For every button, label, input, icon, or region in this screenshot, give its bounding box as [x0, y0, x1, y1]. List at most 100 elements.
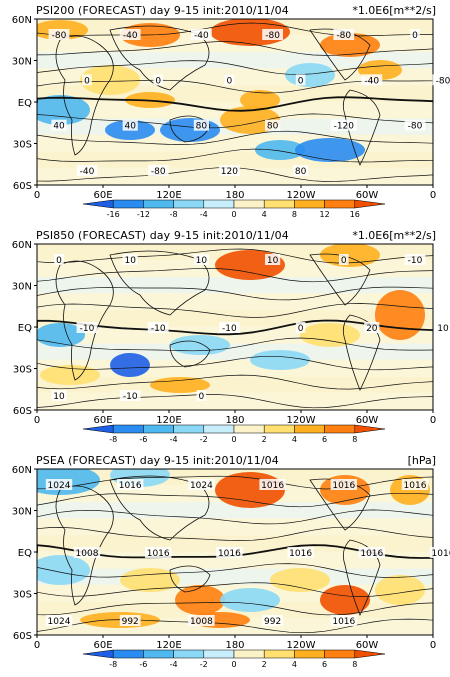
colorbar-segment [294, 649, 325, 659]
x-tick-label: 60E [93, 415, 112, 426]
background-band [37, 310, 433, 327]
coastline [169, 115, 211, 143]
chart-units: [hPa] [407, 454, 436, 467]
contour-label: 0 [84, 76, 90, 86]
contour-label-bg [219, 322, 240, 333]
x-tick-label: 180 [225, 415, 244, 426]
colorbar-label: 8 [292, 210, 297, 219]
contour-label: 10 [124, 256, 136, 266]
x-tick-label: 0 [430, 415, 436, 426]
x-tick-label: 120W [287, 640, 316, 651]
colorbar-label: -8 [109, 660, 117, 669]
colorbar-segment [354, 424, 386, 434]
contour-label: -40 [364, 76, 379, 86]
colorbar-label: 6 [322, 660, 327, 669]
colorbar-label: 2 [262, 660, 267, 669]
colorbar-label: -8 [170, 210, 178, 219]
contour-label: -10 [80, 324, 95, 334]
colorbar-segment [82, 649, 114, 659]
contour-label: -40 [80, 167, 95, 177]
chart-units: *1.0E6[m**2/s] [352, 4, 436, 17]
contour-label: 1024 [48, 617, 71, 627]
colorbar-segment [173, 199, 205, 209]
contour-label: -80 [151, 167, 166, 177]
y-tick-label: 60S [13, 181, 32, 192]
anomaly-blob [240, 90, 280, 110]
colorbar-segment [143, 424, 174, 434]
contour-label-bg [117, 479, 144, 490]
anomaly-blob [320, 244, 380, 267]
contour-label-bg [145, 547, 172, 558]
colorbar-label: -4 [170, 660, 178, 669]
contour-label: 0 [155, 76, 161, 86]
contour-label-bg [287, 547, 314, 558]
contour-label: 1016 [289, 549, 312, 559]
colorbar-segment [294, 199, 325, 209]
contour-label-bg [191, 29, 212, 40]
coastline [169, 340, 211, 368]
colorbar-segment [112, 424, 144, 434]
colorbar-label: 16 [350, 210, 360, 219]
contour-label-bg [119, 29, 141, 40]
contour-label: 1016 [332, 481, 355, 491]
contour-label-bg [339, 254, 349, 265]
colorbar-label: -16 [107, 210, 120, 219]
contour-label-bg [54, 254, 64, 265]
colorbar-segment [233, 199, 265, 209]
contour-label: -80 [336, 31, 351, 41]
contour-label-bg [216, 547, 243, 558]
contour-label-bg [73, 547, 101, 558]
contour-label-bg [193, 254, 209, 265]
contour-label-bg [404, 254, 426, 265]
panel-psi850: PSI850 (FORECAST) day 9-15 init:2010/11/… [0, 225, 450, 450]
contour-label-bg [51, 390, 67, 401]
contour-label: 1016 [332, 617, 355, 627]
contour-label: 40 [53, 122, 65, 132]
contour-line [37, 374, 433, 390]
contour-label: -40 [194, 31, 209, 41]
colorbar-segment [173, 649, 205, 659]
colorbar-segment [203, 649, 235, 659]
y-tick-label: 60S [13, 631, 32, 642]
contour-label: 80 [196, 122, 208, 132]
colorbar-segment [324, 199, 356, 209]
coastline [109, 475, 210, 541]
contour-label: -40 [123, 31, 138, 41]
contour-label: 1016 [432, 549, 450, 559]
contour-label: 20 [366, 324, 378, 334]
colorbar-segment [294, 424, 325, 434]
contour-label: 1024 [48, 481, 71, 491]
y-tick-label: 60N [12, 15, 32, 26]
contour-label-bg [432, 74, 450, 86]
contour-label-bg [82, 74, 92, 86]
contour-label: 1016 [119, 481, 142, 491]
anomaly-blob [220, 588, 280, 612]
y-tick-label: EQ [18, 548, 32, 559]
contour-label: -10 [151, 324, 166, 334]
panel-psea: PSEA (FORECAST) day 9-15 init:2010/11/04… [0, 450, 450, 675]
colorbar-label: -12 [137, 210, 150, 219]
colorbar-label: 4 [262, 210, 267, 219]
contour-line [37, 303, 433, 318]
x-tick-label: 60W [356, 190, 379, 201]
y-tick-label: EQ [18, 98, 32, 109]
anomaly-blob [375, 575, 425, 605]
colorbar-segment [324, 649, 356, 659]
contour-line [37, 509, 433, 525]
anomaly-blob [170, 335, 230, 355]
contour-label: 1016 [404, 481, 427, 491]
colorbar-label: -4 [170, 435, 178, 444]
contour-label-bg [330, 615, 357, 626]
contour-label-bg [188, 615, 215, 626]
contour-label-bg [401, 479, 429, 490]
contour-label: 1016 [360, 549, 383, 559]
contour-label-bg [76, 165, 98, 176]
contour-label-bg [147, 165, 169, 176]
contour-label-bg [262, 615, 283, 626]
colorbar-label: 0 [231, 435, 236, 444]
contour-label-bg [45, 479, 73, 490]
y-tick-label: EQ [18, 323, 32, 334]
y-tick-label: 60N [12, 465, 32, 476]
colorbar-label: 4 [292, 435, 297, 444]
